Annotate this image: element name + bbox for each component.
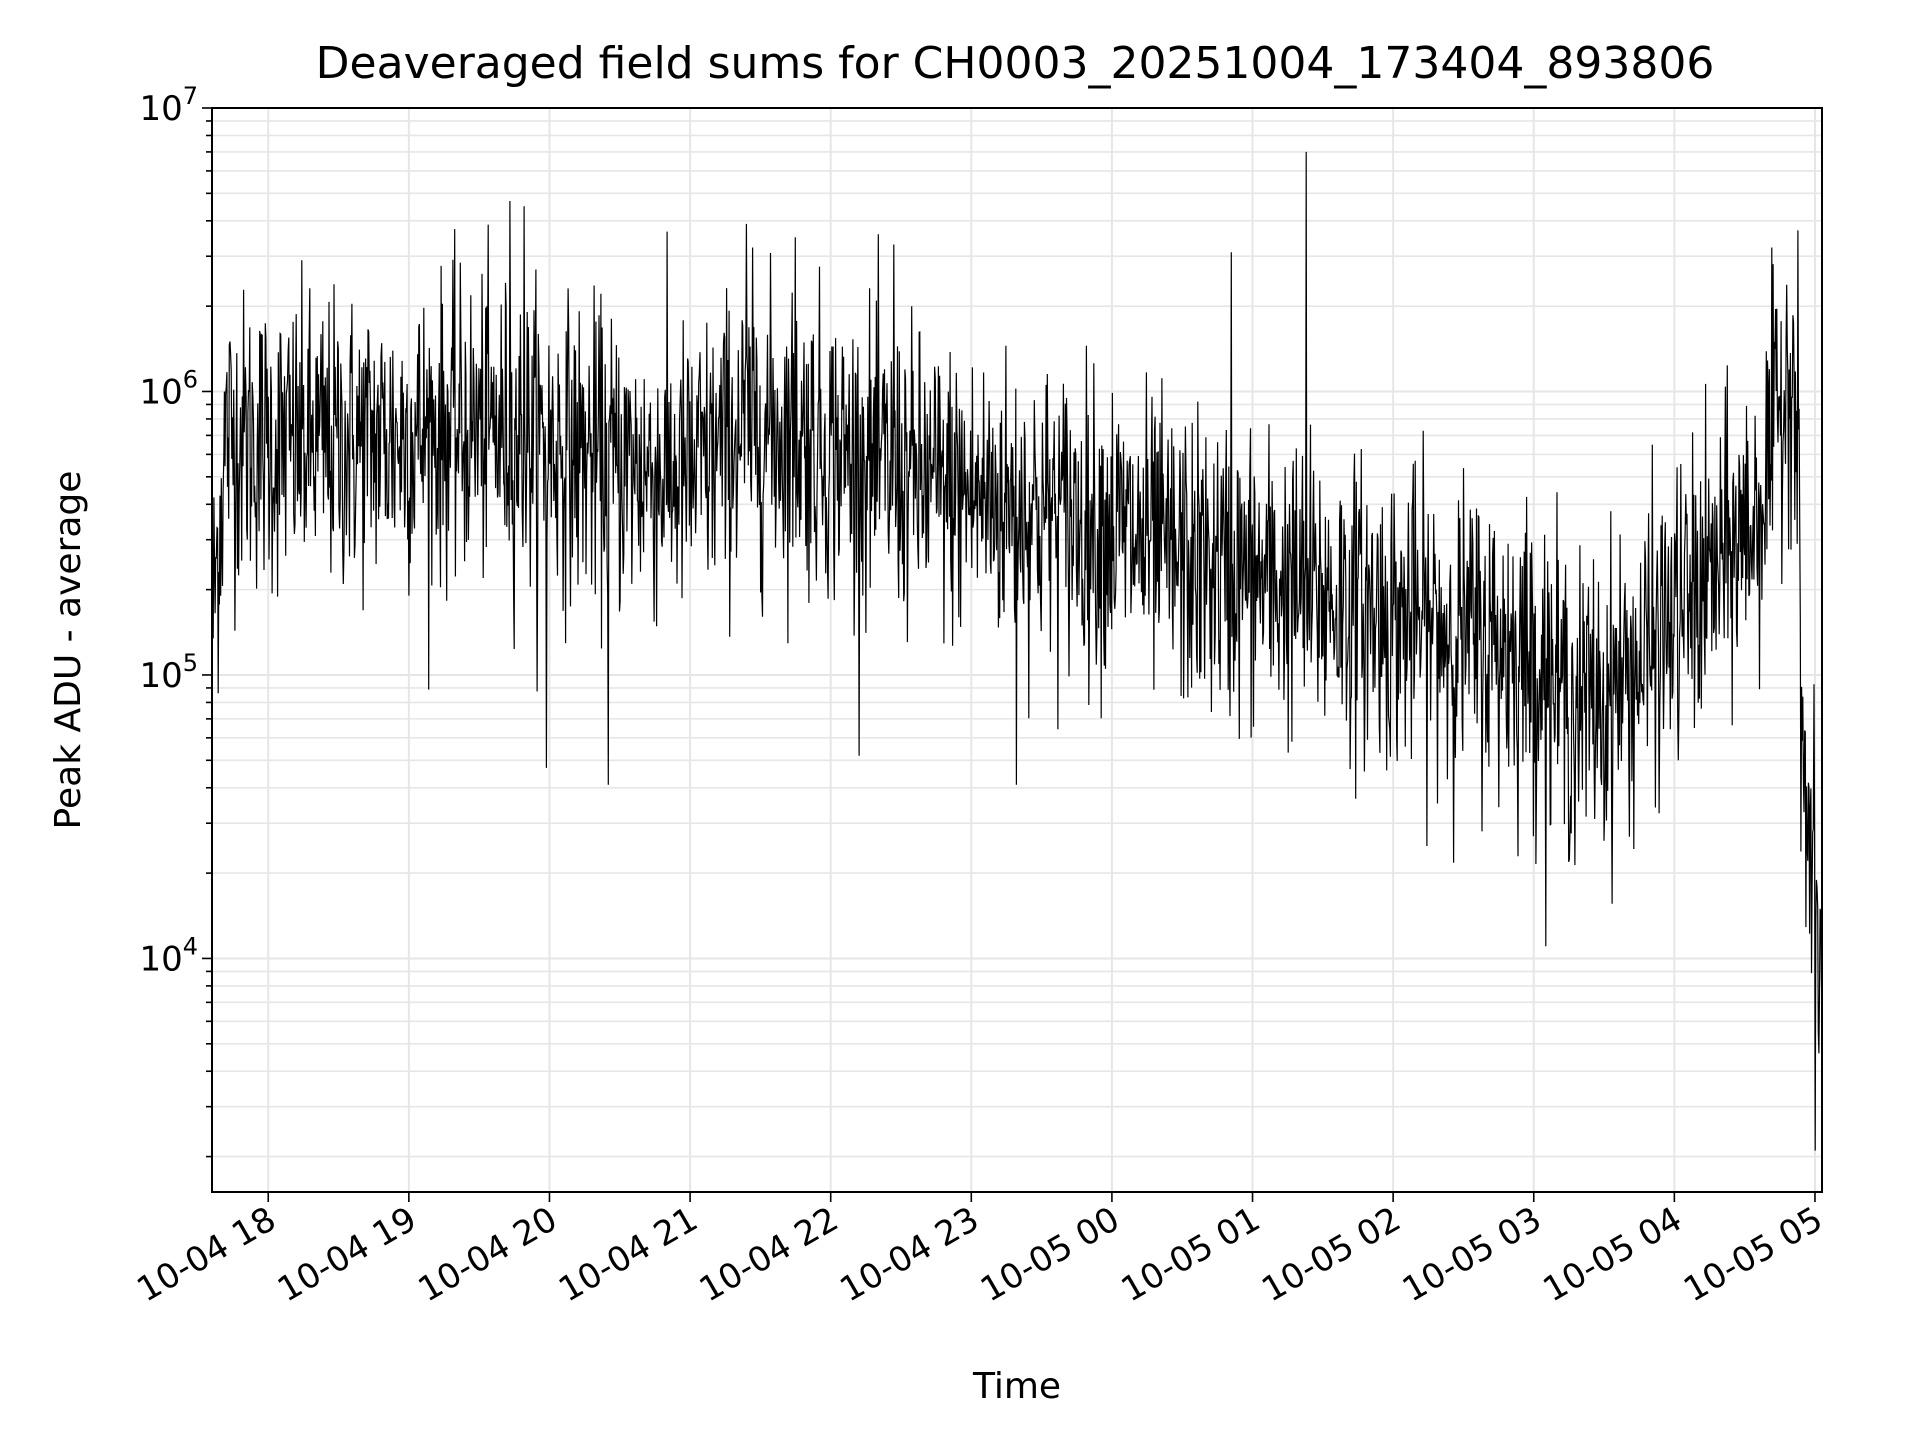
y-tick-base: 10 — [139, 372, 182, 412]
y-tick-label: 104 — [139, 932, 198, 979]
y-tick-base: 10 — [139, 939, 182, 979]
y-tick-base: 10 — [139, 656, 182, 696]
series-line — [211, 151, 1823, 1151]
y-tick-label: 107 — [139, 82, 198, 129]
x-axis-label: Time — [972, 1366, 1061, 1407]
y-axis-label: Peak ADU - average — [48, 471, 89, 830]
y-tick-exponent: 5 — [183, 649, 198, 677]
y-tick-exponent: 6 — [183, 365, 198, 393]
data-layer — [211, 151, 1823, 1151]
y-tick-label: 105 — [139, 649, 198, 696]
y-tick-exponent: 4 — [183, 932, 198, 960]
y-tick-base: 10 — [139, 89, 182, 129]
y-tick-exponent: 7 — [183, 82, 198, 110]
y-tick-label: 106 — [139, 365, 198, 412]
chart-title: Deaveraged field sums for CH0003_2025100… — [316, 38, 1715, 89]
plot-frame — [211, 107, 1823, 1193]
